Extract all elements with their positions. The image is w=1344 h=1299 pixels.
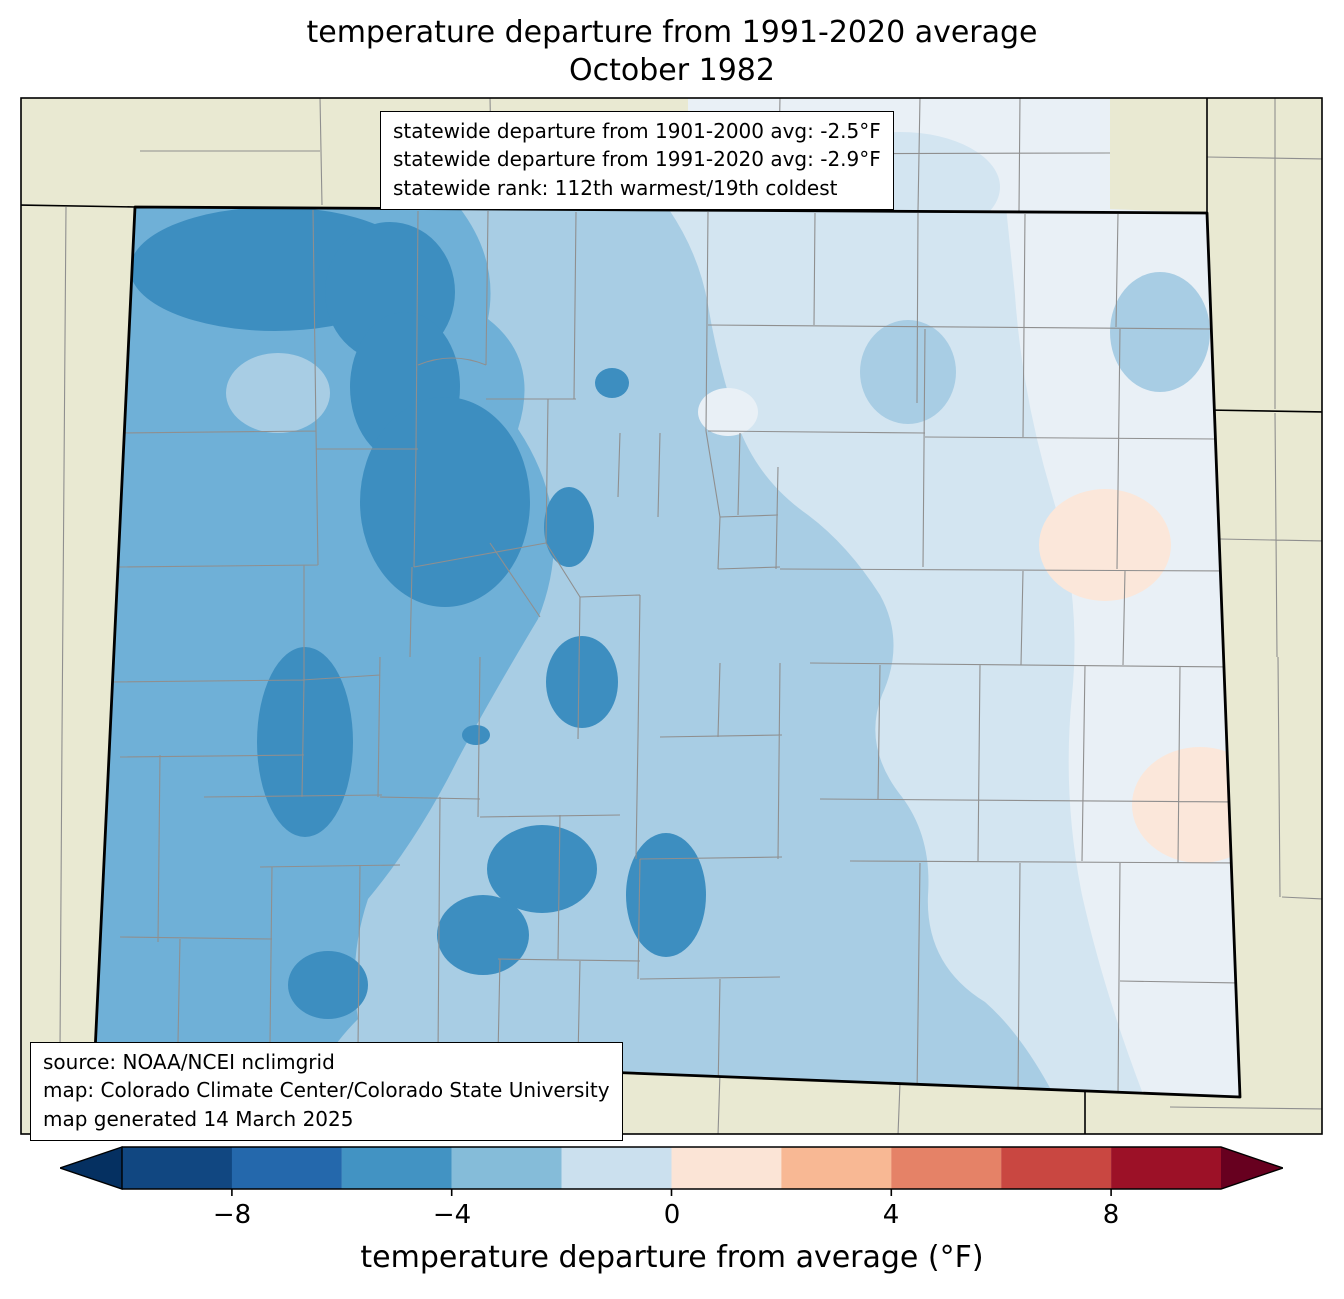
colorbar-svg <box>57 1146 1286 1196</box>
county-lines <box>107 209 1240 1096</box>
title-line-1: temperature departure from 1991-2020 ave… <box>306 15 1038 50</box>
source-line-2: map: Colorado Climate Center/Colorado St… <box>43 1078 610 1103</box>
title-line-2: October 1982 <box>569 53 775 89</box>
map-frame <box>20 97 1323 1135</box>
colorbar-segment <box>341 1147 452 1189</box>
colorbar-segment <box>1111 1147 1222 1189</box>
colorbar-segment <box>122 1147 232 1189</box>
neighbor-state-borders <box>21 98 1322 1134</box>
colorbar-tick-label: 8 <box>1102 1200 1120 1230</box>
state-border <box>93 205 1242 1099</box>
colorbar-segment <box>451 1147 562 1189</box>
colorado-map-svg <box>20 97 1323 1135</box>
colorbar-segment <box>671 1147 782 1189</box>
colorbar-left-arrow <box>60 1147 122 1189</box>
colorbar-axis-label: temperature departure from average (°F) <box>360 1240 984 1275</box>
colorbar-segment <box>231 1147 342 1189</box>
contour-light-hole-nw <box>226 353 330 433</box>
colorbar-segment <box>1001 1147 1112 1189</box>
colorbar-segment <box>891 1147 1002 1189</box>
colorbar-tick-label: 0 <box>663 1200 681 1230</box>
colorbar-segment <box>561 1147 672 1189</box>
contour-warm-blob-1 <box>1039 489 1171 601</box>
colorbar-tick-label: −8 <box>212 1200 252 1230</box>
colorbar-right-arrow <box>1221 1147 1283 1189</box>
stats-line-3: statewide rank: 112th warmest/19th colde… <box>393 175 838 200</box>
contour-east-blue-blob-1 <box>1110 272 1210 392</box>
contour-dark-blobs <box>130 207 706 1019</box>
source-line-3: map generated 14 March 2025 <box>43 1106 354 1131</box>
north-beige-corner <box>1110 98 1207 213</box>
stats-line-2: statewide departure from 1991-2020 avg: … <box>393 147 881 172</box>
colorbar <box>57 1146 1286 1198</box>
stats-line-1: statewide departure from 1901-2000 avg: … <box>393 119 881 143</box>
source-box: source: NOAA/NCEI nclimgrid map: Colorad… <box>30 1042 623 1142</box>
source-line-1: source: NOAA/NCEI nclimgrid <box>43 1050 335 1074</box>
contour-pale-spot-center <box>698 388 758 436</box>
figure-title: temperature departure from 1991-2020 ave… <box>0 14 1344 91</box>
colorbar-tick-label: −4 <box>432 1200 472 1230</box>
stats-box: statewide departure from 1901-2000 avg: … <box>380 111 894 211</box>
colorbar-tick-marks <box>231 1189 1112 1196</box>
contour-far-east-pale <box>1005 207 1240 1097</box>
map-area <box>20 97 1323 1135</box>
colorbar-outline <box>57 1146 1286 1190</box>
colorbar-segment <box>781 1147 892 1189</box>
colorbar-tick-label: 4 <box>882 1200 900 1230</box>
contour-east-blue-blob-2 <box>860 320 956 424</box>
